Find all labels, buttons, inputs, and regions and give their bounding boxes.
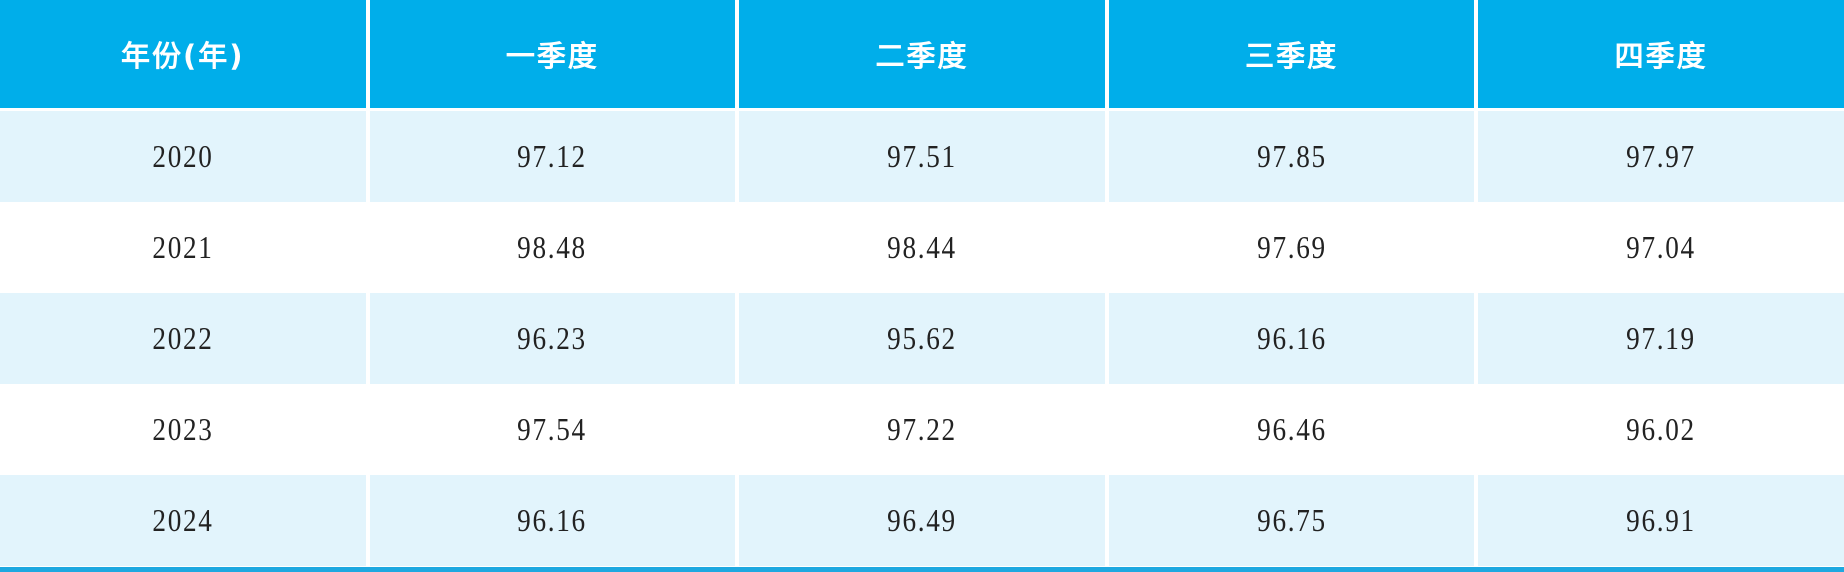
value-cell: 97.22	[739, 384, 1105, 475]
year-cell: 2022	[0, 293, 366, 384]
year-cell: 2020	[0, 111, 366, 202]
cell-text: 2020	[152, 138, 214, 174]
header-row: 年份(年) 一季度 二季度 三季度 四季度	[0, 0, 1844, 111]
cell-text: 2024	[152, 502, 214, 538]
header-q4: 四季度	[1478, 0, 1844, 111]
value-cell: 96.91	[1478, 475, 1844, 566]
table-row: 2022 96.23 95.62 96.16 97.19	[0, 293, 1844, 384]
header-q1: 一季度	[369, 0, 736, 111]
cell-text: 96.23	[517, 320, 588, 356]
value-cell: 96.23	[369, 293, 736, 384]
cell-text: 97.19	[1626, 320, 1697, 356]
value-cell: 96.16	[1108, 293, 1475, 384]
value-cell: 97.97	[1478, 111, 1844, 202]
value-cell: 96.16	[369, 475, 736, 566]
value-cell: 98.48	[369, 202, 736, 293]
cell-text: 95.62	[887, 320, 957, 356]
header-year: 年份(年)	[0, 0, 366, 111]
cell-text: 97.85	[1256, 138, 1327, 174]
cell-text: 97.97	[1626, 138, 1697, 174]
header-q2: 二季度	[739, 0, 1105, 111]
cell-text: 97.04	[1626, 229, 1697, 265]
cell-text: 96.75	[1256, 502, 1327, 538]
value-cell: 97.69	[1108, 202, 1475, 293]
value-cell: 97.85	[1108, 111, 1475, 202]
cell-text: 97.69	[1256, 229, 1327, 265]
year-cell: 2021	[0, 202, 366, 293]
year-cell: 2024	[0, 475, 366, 566]
cell-text: 96.16	[1256, 320, 1327, 356]
bottom-rule	[0, 567, 1844, 572]
value-cell: 96.75	[1108, 475, 1475, 566]
value-cell: 98.44	[739, 202, 1105, 293]
cell-text: 96.46	[1256, 411, 1327, 447]
cell-text: 97.54	[517, 411, 588, 447]
table-row: 2024 96.16 96.49 96.75 96.91	[0, 475, 1844, 566]
cell-text: 2023	[152, 411, 214, 447]
table-row: 2020 97.12 97.51 97.85 97.97	[0, 111, 1844, 202]
value-cell: 96.02	[1478, 384, 1844, 475]
cell-text: 97.51	[887, 138, 957, 174]
header-q3: 三季度	[1108, 0, 1475, 111]
cell-text: 96.16	[517, 502, 588, 538]
table-row: 2021 98.48 98.44 97.69 97.04	[0, 202, 1844, 293]
value-cell: 96.49	[739, 475, 1105, 566]
cell-text: 96.49	[887, 502, 957, 538]
cell-text: 2022	[152, 320, 214, 356]
value-cell: 97.19	[1478, 293, 1844, 384]
table-row: 2023 97.54 97.22 96.46 96.02	[0, 384, 1844, 475]
cell-text: 97.12	[517, 138, 588, 174]
cell-text: 96.91	[1626, 502, 1697, 538]
cell-text: 2021	[152, 229, 214, 265]
value-cell: 96.46	[1108, 384, 1475, 475]
value-cell: 97.12	[369, 111, 736, 202]
cell-text: 97.22	[887, 411, 957, 447]
cell-text: 98.48	[517, 229, 588, 265]
year-cell: 2023	[0, 384, 366, 475]
cell-text: 96.02	[1626, 411, 1697, 447]
cell-text: 98.44	[887, 229, 957, 265]
value-cell: 97.51	[739, 111, 1105, 202]
value-cell: 97.04	[1478, 202, 1844, 293]
value-cell: 97.54	[369, 384, 736, 475]
value-cell: 95.62	[739, 293, 1105, 384]
